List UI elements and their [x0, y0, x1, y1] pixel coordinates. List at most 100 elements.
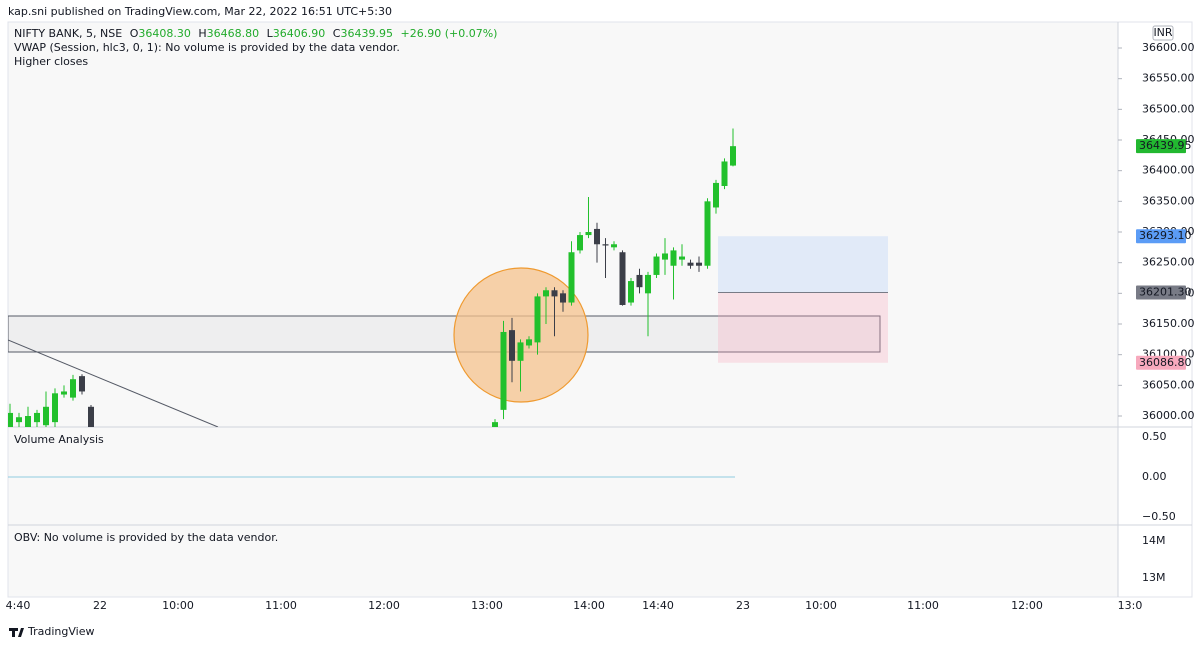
time-tick-label: 14:40 — [642, 599, 674, 612]
price-tag — [1136, 229, 1186, 244]
candle-body — [500, 331, 507, 410]
price-tag — [1136, 355, 1186, 370]
candle-body — [704, 201, 711, 266]
candle-body — [534, 296, 541, 343]
candle-body — [662, 253, 668, 260]
target-zone — [718, 236, 888, 293]
candle-body — [594, 228, 600, 245]
change: +26.90 (+0.07%) — [400, 27, 497, 40]
published-line: kap.sni published on TradingView.com, Ma… — [8, 5, 392, 18]
time-tick-label: 10:00 — [805, 599, 837, 612]
price-tick-label: 36350.00 — [1142, 194, 1195, 207]
candle-body — [16, 417, 22, 423]
candle-body — [52, 393, 58, 423]
price-tick-label: 36050.00 — [1142, 378, 1195, 391]
study-legend: Higher closes — [14, 55, 88, 68]
time-tick-label: 13:00 — [471, 599, 503, 612]
candle-body — [509, 330, 515, 361]
price-tag-label: 36086.80 — [1139, 356, 1192, 369]
main-pane — [8, 128, 888, 427]
time-tick-label: 13:0 — [1118, 599, 1143, 612]
price-tag-label: 36201.30 — [1139, 286, 1192, 299]
obv-tick-label: 14M — [1142, 534, 1166, 547]
price-tag-label: 36439.95 — [1139, 139, 1192, 152]
candle-body — [34, 412, 40, 423]
candle-body — [8, 412, 13, 427]
candle-body — [653, 256, 660, 275]
candle-body — [517, 342, 524, 361]
candle-body — [619, 252, 626, 305]
legend-ohlc: NIFTY BANK, 5, NSE O36408.30 H36468.80 L… — [14, 27, 497, 40]
candle-body — [560, 293, 566, 303]
volume-pane-title: Volume Analysis — [14, 433, 104, 446]
volume-tick-label: −0.50 — [1142, 510, 1176, 523]
symbol: NIFTY BANK, 5, NSE — [14, 27, 122, 40]
price-tick-label: 36250.00 — [1142, 256, 1195, 269]
obv-tick-label: 13M — [1142, 571, 1166, 584]
close-label: C — [333, 27, 341, 40]
chart-border — [7, 21, 1193, 598]
low-label: L — [267, 27, 274, 40]
candle-body — [687, 262, 694, 266]
time-tick-label: 12:00 — [368, 599, 400, 612]
price-tag — [1136, 285, 1186, 300]
trend-line — [8, 339, 219, 427]
zone-rectangle — [8, 315, 881, 353]
candle-body — [696, 262, 702, 266]
time-tick-label: 4:40 — [6, 599, 31, 612]
volume-tick-label: 0.00 — [1142, 470, 1167, 483]
candle-body — [721, 161, 728, 186]
open-value: 36408.30 — [138, 27, 191, 40]
price-tag — [1136, 139, 1186, 154]
candle-body — [25, 416, 31, 427]
candle-body — [543, 290, 549, 297]
candle-body — [679, 256, 685, 260]
candle-body — [730, 146, 736, 166]
candle-body — [645, 274, 651, 294]
stop-zone — [718, 292, 888, 363]
time-tick-label: 22 — [93, 599, 107, 612]
open-label: O — [130, 27, 139, 40]
volume-tick-label: 0.50 — [1142, 430, 1167, 443]
close-value: 36439.95 — [340, 27, 393, 40]
vwap-legend: VWAP (Session, hlc3, 0, 1): No volume is… — [14, 41, 400, 54]
candle-body — [492, 422, 498, 427]
high-label: H — [198, 27, 206, 40]
time-tick-label: 12:00 — [1011, 599, 1043, 612]
obv-pane-title: OBV: No volume is provided by the data v… — [14, 531, 278, 544]
low-value: 36406.90 — [273, 27, 326, 40]
candle-body — [568, 252, 575, 303]
price-tick-label: 36600.00 — [1142, 41, 1195, 54]
price-tag-label: 36293.10 — [1139, 229, 1192, 242]
candle-body — [551, 290, 558, 297]
time-tick-label: 14:00 — [573, 599, 605, 612]
candle-body — [611, 244, 617, 248]
candle-body — [526, 339, 532, 346]
price-tick-label: 36500.00 — [1142, 102, 1195, 115]
time-tick-label: 23 — [736, 599, 750, 612]
candle-body — [577, 235, 583, 251]
candle-body — [602, 244, 609, 246]
time-tick-label: 11:00 — [265, 599, 297, 612]
candle-body — [713, 182, 719, 208]
brand: TradingView — [9, 625, 94, 638]
price-tick-label: 36400.00 — [1142, 164, 1195, 177]
brand-name: TradingView — [27, 625, 94, 638]
candle-body — [670, 250, 677, 266]
candle-body — [585, 232, 592, 236]
currency-box — [1152, 25, 1174, 41]
brand-logo — [9, 628, 24, 637]
candle-body — [628, 281, 634, 303]
price-tick-label: 36150.00 — [1142, 317, 1195, 330]
time-tick-label: 11:00 — [907, 599, 939, 612]
candle-body — [61, 391, 67, 395]
time-tick-label: 10:00 — [162, 599, 194, 612]
high-value: 36468.80 — [207, 27, 260, 40]
candle-body — [43, 406, 49, 426]
currency: INR — [1153, 26, 1172, 39]
candle-body — [79, 376, 85, 392]
candle-body — [636, 274, 643, 288]
price-tick-label: 36550.00 — [1142, 72, 1195, 85]
price-tick-label: 36000.00 — [1142, 409, 1195, 422]
